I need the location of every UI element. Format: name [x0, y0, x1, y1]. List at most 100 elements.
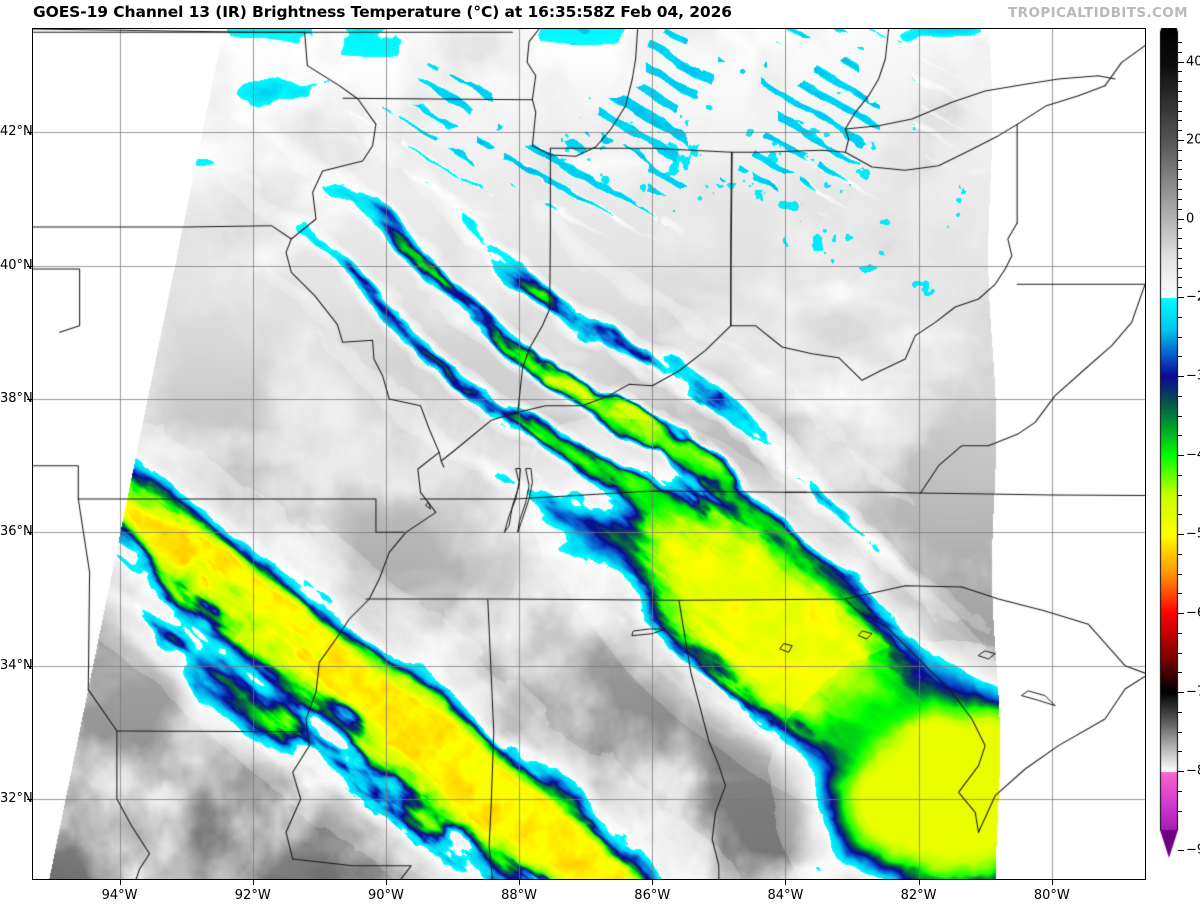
- colorbar-minor-tick: [1178, 41, 1182, 43]
- lon-axis-label: 86°W: [634, 888, 671, 903]
- colorbar-minor-tick: [1178, 247, 1182, 249]
- lon-tick: [652, 880, 654, 885]
- lat-tick: [27, 399, 32, 400]
- colorbar-minor-tick: [1178, 810, 1182, 812]
- satellite-image-canvas[interactable]: [33, 29, 1145, 879]
- lat-tick: [27, 799, 32, 800]
- colorbar-minor-tick: [1178, 494, 1182, 496]
- colorbar-label: −30: [1186, 368, 1200, 384]
- colorbar-tick: [1178, 771, 1184, 772]
- colorbar-minor-tick: [1178, 228, 1182, 230]
- colorbar-gradient: [1152, 28, 1200, 880]
- colorbar-minor-tick: [1178, 51, 1182, 53]
- colorbar-label: −80: [1186, 763, 1200, 779]
- colorbar-tick: [1178, 140, 1184, 141]
- colorbar-minor-tick: [1178, 711, 1182, 713]
- lon-tick: [119, 880, 121, 885]
- lon-axis-label: 84°W: [767, 888, 804, 903]
- lat-axis-label: 32°N: [0, 791, 33, 806]
- colorbar-minor-tick: [1178, 632, 1182, 634]
- colorbar-tick: [1178, 613, 1184, 614]
- lat-axis-label: 34°N: [0, 657, 33, 673]
- colorbar-tick: [1178, 850, 1184, 851]
- colorbar-label: −90: [1186, 842, 1200, 858]
- colorbar-tick: [1178, 692, 1184, 693]
- lat-axis-label: 40°N: [0, 257, 33, 273]
- colorbar-minor-tick: [1178, 149, 1182, 151]
- colorbar-minor-tick: [1178, 336, 1182, 338]
- lon-tick: [252, 880, 254, 885]
- lat-axis-label: 36°N: [0, 524, 33, 540]
- colorbar-minor-tick: [1178, 287, 1182, 289]
- colorbar-minor-tick: [1178, 553, 1182, 555]
- colorbar-minor-tick: [1178, 90, 1182, 92]
- colorbar-tick: [1178, 218, 1184, 220]
- colorbar-minor-tick: [1178, 71, 1182, 73]
- colorbar-tick: [1178, 455, 1184, 456]
- lon-axis-label: 90°W: [367, 888, 404, 903]
- colorbar-minor-tick: [1178, 316, 1182, 318]
- colorbar-tick: [1178, 297, 1184, 298]
- lat-tick: [27, 532, 32, 534]
- colorbar-label: 20: [1186, 132, 1200, 148]
- map-panel[interactable]: [32, 28, 1146, 880]
- lon-tick: [385, 880, 387, 885]
- colorbar-label: 40: [1186, 54, 1200, 69]
- lat-tick: [27, 665, 32, 667]
- lon-axis-label: 94°W: [101, 888, 138, 903]
- colorbar-label: −60: [1186, 605, 1200, 621]
- colorbar-minor-tick: [1178, 356, 1182, 358]
- colorbar-minor-tick: [1178, 277, 1182, 279]
- colorbar-minor-tick: [1178, 395, 1182, 397]
- colorbar-minor-tick: [1178, 751, 1182, 753]
- colorbar-label: −70: [1186, 684, 1200, 700]
- header: GOES-19 Channel 13 (IR) Brightness Tempe…: [0, 0, 1200, 26]
- lat-axis-label: 42°N: [0, 124, 33, 140]
- colorbar-minor-tick: [1178, 415, 1182, 417]
- colorbar-minor-tick: [1178, 159, 1182, 161]
- colorbar-minor-tick: [1178, 731, 1182, 733]
- lat-tick: [27, 265, 32, 267]
- colorbar-minor-tick: [1178, 169, 1182, 171]
- lon-axis-label: 92°W: [234, 888, 271, 903]
- colorbar-minor-tick: [1178, 130, 1182, 132]
- lon-tick: [785, 880, 787, 885]
- colorbar-minor-tick: [1178, 672, 1182, 674]
- lon-tick: [519, 880, 521, 885]
- colorbar-minor-tick: [1178, 81, 1182, 83]
- lon-tick: [918, 880, 920, 885]
- colorbar-label: −40: [1186, 447, 1200, 463]
- colorbar-label: 0: [1186, 211, 1195, 226]
- colorbar-minor-tick: [1178, 179, 1182, 181]
- lon-tick: [1051, 880, 1053, 885]
- colorbar-minor-tick: [1178, 238, 1182, 240]
- colorbar-minor-tick: [1178, 189, 1182, 191]
- lon-axis-label: 80°W: [1033, 888, 1070, 903]
- colorbar-minor-tick: [1178, 208, 1182, 210]
- lon-axis-label: 88°W: [501, 888, 538, 903]
- lon-axis-label: 82°W: [900, 888, 937, 903]
- colorbar[interactable]: 40 20 0 −20 −30 −40 −50 −60 −70 −80 −90: [1152, 28, 1200, 880]
- colorbar-minor-tick: [1178, 257, 1182, 259]
- watermark: TROPICALTIDBITS.COM: [1008, 5, 1188, 21]
- colorbar-minor-tick: [1178, 790, 1182, 792]
- colorbar-minor-tick: [1178, 514, 1182, 516]
- colorbar-minor-tick: [1178, 100, 1182, 102]
- colorbar-minor-tick: [1178, 120, 1182, 122]
- colorbar-minor-tick: [1178, 198, 1182, 200]
- page-title: GOES-19 Channel 13 (IR) Brightness Tempe…: [33, 3, 732, 21]
- colorbar-minor-tick: [1178, 593, 1182, 595]
- colorbar-minor-tick: [1178, 435, 1182, 437]
- colorbar-tick: [1178, 376, 1184, 377]
- colorbar-tick: [1178, 61, 1184, 63]
- colorbar-minor-tick: [1178, 573, 1182, 575]
- colorbar-minor-tick: [1178, 267, 1182, 269]
- colorbar-label: −20: [1186, 289, 1200, 305]
- lat-tick: [27, 132, 32, 134]
- colorbar-tick: [1178, 534, 1184, 535]
- colorbar-minor-tick: [1178, 652, 1182, 654]
- colorbar-minor-tick: [1178, 474, 1182, 476]
- lat-axis-label: 38°N: [0, 391, 33, 406]
- colorbar-label: −50: [1186, 526, 1200, 542]
